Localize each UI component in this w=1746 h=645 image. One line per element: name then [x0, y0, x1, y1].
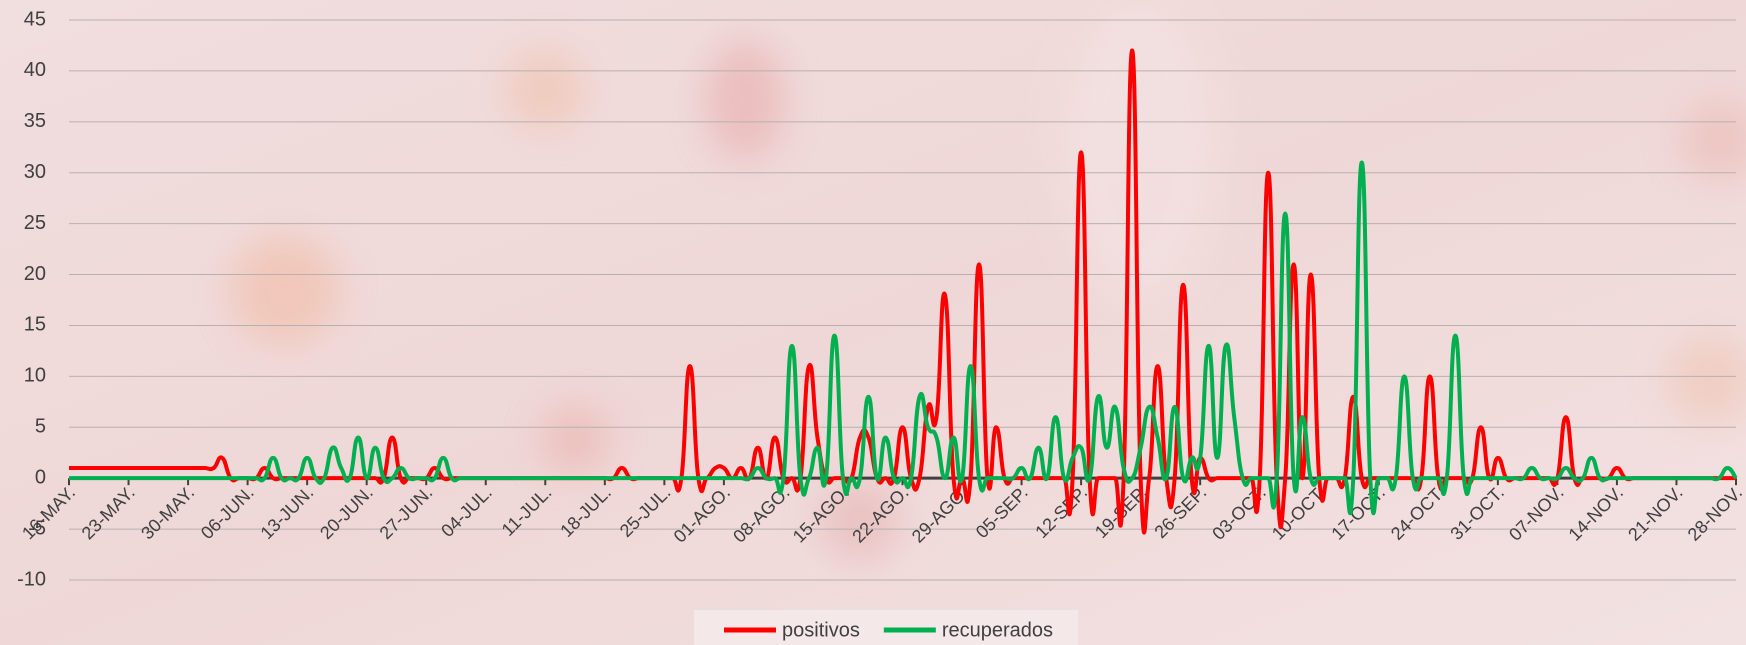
y-tick-label: -10: [17, 568, 46, 590]
legend: positivos recuperados: [694, 610, 1078, 645]
background-decor: [230, 0, 1746, 560]
lines: [69, 48, 1738, 535]
legend-label: positivos: [782, 619, 860, 641]
y-tick-label: 15: [24, 314, 46, 336]
y-tick-label: 5: [35, 416, 46, 438]
series-line: [69, 160, 1738, 516]
grid: [69, 19, 1736, 581]
y-tick-label: 25: [24, 212, 46, 234]
legend-label: recuperados: [942, 619, 1053, 641]
y-tick-label: 40: [24, 59, 46, 81]
series-line: [69, 48, 1736, 535]
y-tick-label: 45: [24, 8, 46, 30]
y-tick-label: 35: [24, 110, 46, 132]
y-tick-label: -5: [28, 517, 46, 539]
y-tick-label: 0: [35, 466, 46, 488]
y-tick-label: 20: [24, 263, 46, 285]
y-tick-label: 30: [24, 161, 46, 183]
y-tick-label: 10: [24, 365, 46, 387]
